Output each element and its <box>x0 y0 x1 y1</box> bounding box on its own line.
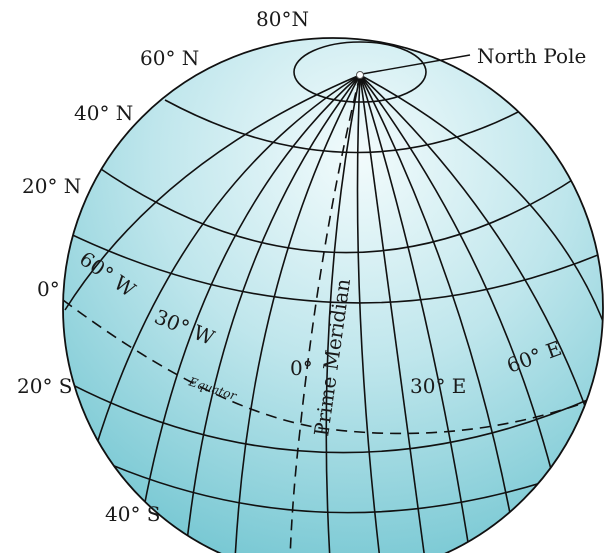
equator-line <box>63 299 603 435</box>
latitude-60n-line <box>164 99 541 154</box>
meridian-line <box>134 74 361 558</box>
latitude-80n-label: 80°N <box>256 7 309 31</box>
longitude-30e-label: 30° E <box>410 374 466 398</box>
latitude-40s-label: 40° S <box>105 502 161 526</box>
meridian-line <box>359 74 603 341</box>
latitude-40n-label: 40° N <box>74 101 133 125</box>
meridian-line <box>94 74 361 451</box>
latitude-40n-line <box>94 164 581 254</box>
meridian-line <box>64 74 361 311</box>
latitude-20n-line <box>63 229 603 304</box>
longitude-lines <box>64 74 603 558</box>
prime-meridian-line <box>289 74 361 558</box>
meridian-line <box>325 74 361 558</box>
meridian-line <box>359 74 601 451</box>
latitude-lines <box>63 41 603 514</box>
meridian-line <box>359 74 516 541</box>
north-pole-dot <box>356 71 364 79</box>
longitude-0-label: 0° <box>290 356 313 380</box>
latitude-10s-line <box>63 379 603 454</box>
latitude-20s-label: 20° S <box>17 374 73 398</box>
latitude-80n-line <box>293 41 427 103</box>
latitude-0-label: 0° <box>37 277 60 301</box>
latitude-40s-line <box>99 459 581 514</box>
meridian-line <box>359 74 471 556</box>
latitude-60n-label: 60° N <box>140 46 199 70</box>
meridian-line <box>359 74 561 506</box>
meridian-line <box>359 74 426 558</box>
latitude-20n-label: 20° N <box>22 174 81 198</box>
meridian-line <box>234 74 361 558</box>
north-pole-label: North Pole <box>477 44 586 68</box>
meridian-line <box>356 74 381 558</box>
north-pole-leader <box>361 54 471 75</box>
meridian-line <box>184 74 361 558</box>
globe-outline <box>62 37 604 558</box>
